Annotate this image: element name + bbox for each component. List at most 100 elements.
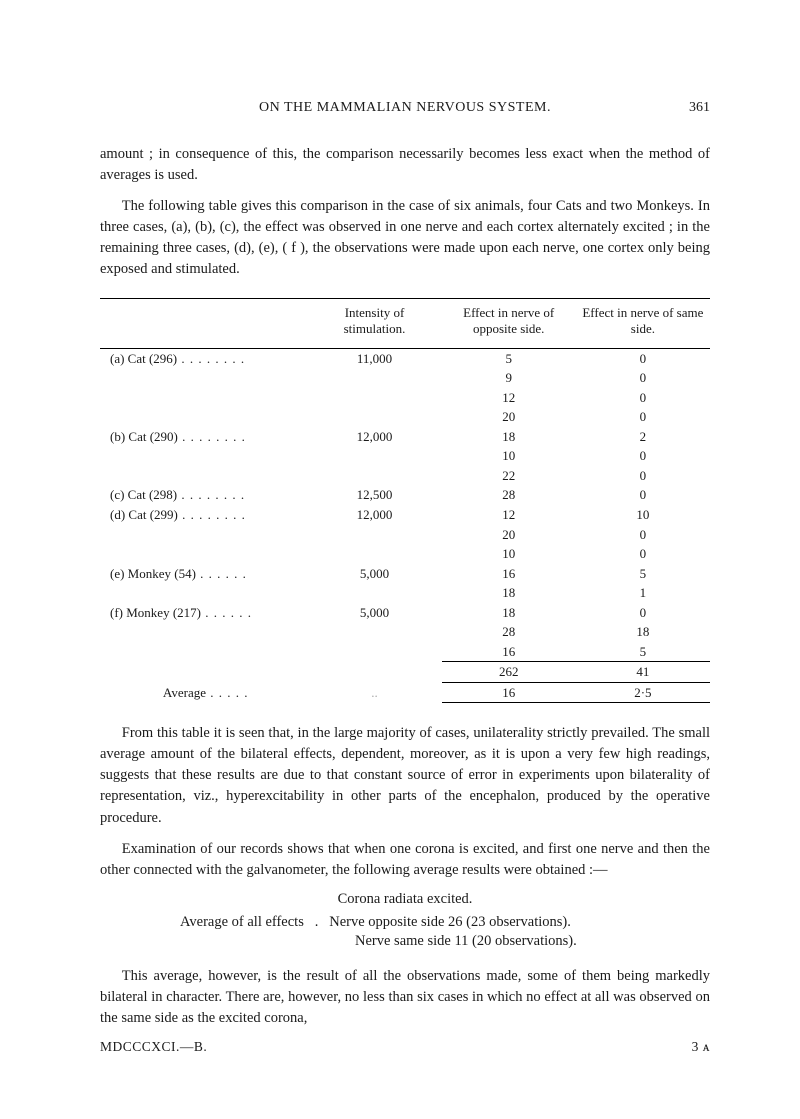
row-label: (b) Cat (290) <box>100 427 307 447</box>
table-row: 165 <box>100 642 710 662</box>
row-intensity: 12,000 <box>307 427 441 447</box>
row-label <box>100 368 307 388</box>
row-opposite: 16 <box>442 564 576 584</box>
running-head: ON THE MAMMALIAN NERVOUS SYSTEM. 361 <box>100 100 710 116</box>
paragraph-1: amount ; in consequence of this, the com… <box>100 144 710 186</box>
row-same: 0 <box>576 407 710 427</box>
row-opposite: 18 <box>442 583 576 603</box>
avg-effects-line-2: Nerve same side 11 (20 observations). <box>355 933 710 950</box>
row-opposite: 16 <box>442 642 576 662</box>
footer-left: MDCCCXCI.—B. <box>100 1039 207 1055</box>
table-row: 100 <box>100 446 710 466</box>
row-intensity: 12,500 <box>307 485 441 505</box>
row-same: 0 <box>576 544 710 564</box>
row-opposite: 20 <box>442 525 576 545</box>
table-row: (e) Monkey (54)5,000165 <box>100 564 710 584</box>
col-intensity: Intensity of stimulation. <box>307 299 441 349</box>
row-same: 10 <box>576 505 710 525</box>
row-intensity <box>307 446 441 466</box>
paragraph-2: The following table gives this compariso… <box>100 196 710 280</box>
col-same: Effect in nerve of same side. <box>576 299 710 349</box>
page-number: 361 <box>670 100 710 116</box>
table-row: (c) Cat (298)12,500280 <box>100 485 710 505</box>
row-label: (f) Monkey (217) <box>100 603 307 623</box>
row-label: (e) Monkey (54) <box>100 564 307 584</box>
table-row: 200 <box>100 525 710 545</box>
row-opposite: 18 <box>442 427 576 447</box>
row-label <box>100 642 307 662</box>
row-same: 0 <box>576 525 710 545</box>
avg-opposite: Nerve opposite side 26 (23 observations)… <box>329 914 571 930</box>
row-label <box>100 544 307 564</box>
row-intensity: 12,000 <box>307 505 441 525</box>
row-intensity: 11,000 <box>307 348 441 368</box>
row-label <box>100 407 307 427</box>
row-opposite: 12 <box>442 388 576 408</box>
average-label: Average <box>100 682 307 703</box>
row-same: 5 <box>576 564 710 584</box>
row-opposite: 28 <box>442 622 576 642</box>
avg-effects-line-1: Average of all effects . Nerve opposite … <box>180 914 710 931</box>
row-intensity <box>307 368 441 388</box>
table-row: (d) Cat (299)12,0001210 <box>100 505 710 525</box>
footer-right: 3 ᴀ <box>692 1039 710 1055</box>
table-row: 100 <box>100 544 710 564</box>
row-intensity <box>307 466 441 486</box>
row-intensity: 5,000 <box>307 603 441 623</box>
row-intensity <box>307 583 441 603</box>
sum-same: 41 <box>576 662 710 683</box>
row-same: 18 <box>576 622 710 642</box>
row-opposite: 10 <box>442 446 576 466</box>
row-label <box>100 388 307 408</box>
row-opposite: 28 <box>442 485 576 505</box>
row-same: 1 <box>576 583 710 603</box>
row-intensity: 5,000 <box>307 564 441 584</box>
table-row: 90 <box>100 368 710 388</box>
avg-all-label: Average of all effects <box>180 914 304 930</box>
row-opposite: 5 <box>442 348 576 368</box>
row-intensity <box>307 407 441 427</box>
table-row: (a) Cat (296)11,00050 <box>100 348 710 368</box>
row-intensity <box>307 622 441 642</box>
row-same: 5 <box>576 642 710 662</box>
col-opposite: Effect in nerve of opposite side. <box>442 299 576 349</box>
row-same: 0 <box>576 485 710 505</box>
row-opposite: 18 <box>442 603 576 623</box>
row-same: 0 <box>576 466 710 486</box>
row-label <box>100 525 307 545</box>
row-opposite: 12 <box>442 505 576 525</box>
row-opposite: 22 <box>442 466 576 486</box>
col-blank <box>100 299 307 349</box>
row-same: 0 <box>576 388 710 408</box>
average-same: 2·5 <box>576 682 710 703</box>
average-blank: .. <box>307 682 441 703</box>
row-intensity <box>307 642 441 662</box>
row-opposite: 20 <box>442 407 576 427</box>
average-opposite: 16 <box>442 682 576 703</box>
table-average-row: Average..162·5 <box>100 682 710 703</box>
table-row: 220 <box>100 466 710 486</box>
paragraph-3: From this table it is seen that, in the … <box>100 723 710 828</box>
row-opposite: 9 <box>442 368 576 388</box>
row-intensity <box>307 525 441 545</box>
row-same: 0 <box>576 348 710 368</box>
table-row: (b) Cat (290)12,000182 <box>100 427 710 447</box>
row-opposite: 10 <box>442 544 576 564</box>
footer: MDCCCXCI.—B. 3 ᴀ <box>100 1039 710 1055</box>
row-same: 0 <box>576 368 710 388</box>
row-same: 2 <box>576 427 710 447</box>
row-label <box>100 622 307 642</box>
row-intensity <box>307 388 441 408</box>
paragraph-5: This average, however, is the result of … <box>100 966 710 1029</box>
sum-opposite: 262 <box>442 662 576 683</box>
row-label <box>100 583 307 603</box>
table-row: 120 <box>100 388 710 408</box>
row-label <box>100 466 307 486</box>
corona-heading: Corona radiata excited. <box>100 891 710 908</box>
row-intensity <box>307 544 441 564</box>
header-title: ON THE MAMMALIAN NERVOUS SYSTEM. <box>140 100 670 116</box>
row-label <box>100 446 307 466</box>
table-sum-row: 26241 <box>100 662 710 683</box>
table-row: 2818 <box>100 622 710 642</box>
row-same: 0 <box>576 446 710 466</box>
